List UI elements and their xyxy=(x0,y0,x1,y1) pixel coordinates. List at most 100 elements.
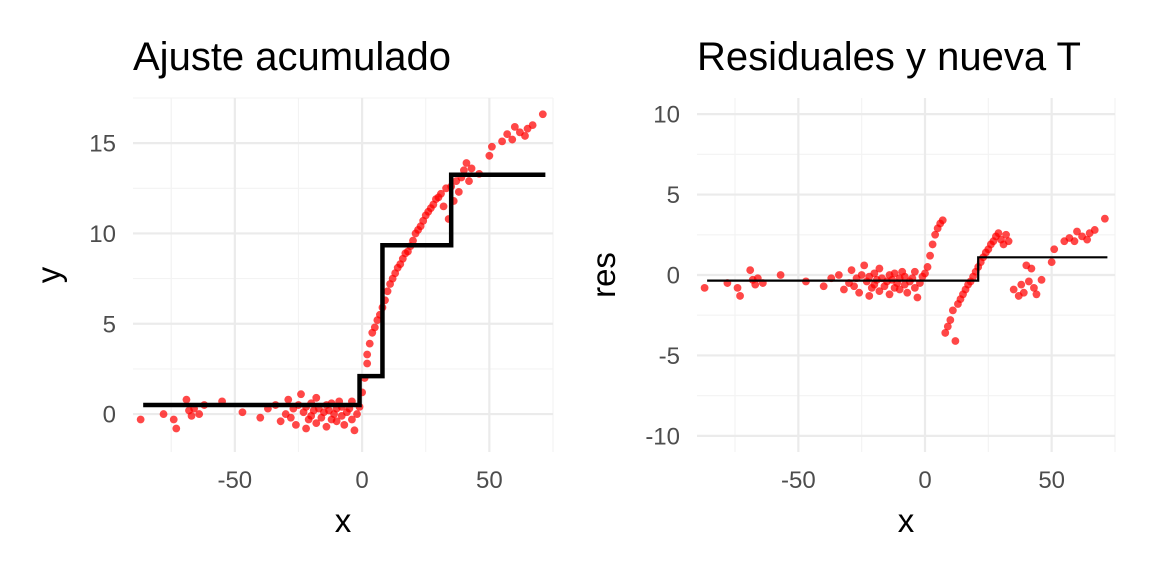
data-point xyxy=(1004,237,1013,246)
data-point xyxy=(875,264,884,273)
data-point xyxy=(870,269,879,278)
data-point xyxy=(409,236,417,245)
data-point xyxy=(1073,227,1081,236)
data-point xyxy=(238,408,247,417)
data-point xyxy=(284,395,293,404)
y-tick-label: 5 xyxy=(103,311,116,338)
data-point xyxy=(172,424,181,433)
data-point xyxy=(340,421,349,429)
data-point xyxy=(1090,226,1099,234)
data-point xyxy=(941,329,950,337)
data-point xyxy=(921,269,929,278)
x-tick-label: -50 xyxy=(781,467,816,494)
data-point xyxy=(948,306,957,315)
data-point xyxy=(751,280,760,289)
data-point xyxy=(923,263,932,271)
data-point xyxy=(1047,258,1056,267)
data-point xyxy=(312,419,321,428)
y-tick-label: 5 xyxy=(667,182,680,209)
data-point xyxy=(353,410,361,418)
data-point xyxy=(910,283,919,292)
data-points xyxy=(136,110,547,435)
data-point xyxy=(363,359,372,368)
data-point xyxy=(1019,288,1028,297)
x-axis-title: x xyxy=(898,502,915,539)
data-point xyxy=(900,272,909,281)
data-point xyxy=(946,316,955,324)
data-point xyxy=(454,188,463,196)
data-point xyxy=(498,137,506,146)
y-axis-title: y xyxy=(30,266,67,283)
data-point xyxy=(847,266,856,275)
data-point xyxy=(951,337,960,345)
data-point xyxy=(256,413,265,422)
data-point xyxy=(182,395,191,404)
data-point xyxy=(383,287,392,296)
data-point xyxy=(1030,283,1038,292)
data-point xyxy=(521,132,529,140)
data-point xyxy=(875,287,884,295)
y-tick-label: 0 xyxy=(103,402,116,429)
data-point xyxy=(465,177,473,185)
data-point xyxy=(1032,290,1041,299)
data-point xyxy=(485,151,494,160)
data-point xyxy=(860,261,869,270)
data-point xyxy=(286,413,295,422)
gridlines xyxy=(133,97,554,452)
data-point xyxy=(322,422,331,431)
x-tick-label: 0 xyxy=(355,467,368,494)
data-point xyxy=(292,421,300,429)
y-tick-label: 15 xyxy=(89,131,116,158)
data-point xyxy=(462,159,471,167)
x-tick-label: 0 xyxy=(918,467,931,494)
data-point xyxy=(332,417,341,426)
data-point xyxy=(363,350,372,359)
data-point xyxy=(890,269,899,278)
data-point xyxy=(746,266,755,275)
data-point xyxy=(931,230,940,239)
data-points xyxy=(700,214,1109,345)
data-point xyxy=(312,393,321,402)
y-tick-label: 0 xyxy=(667,263,680,290)
data-point xyxy=(1070,237,1079,246)
step-fit-line xyxy=(143,172,546,408)
data-point xyxy=(994,229,1003,238)
data-point xyxy=(943,322,952,331)
data-point xyxy=(1100,214,1109,223)
y-tick-label: 10 xyxy=(653,102,680,129)
data-point xyxy=(510,122,519,131)
x-tick-label: 50 xyxy=(1038,467,1065,494)
data-point xyxy=(1037,275,1046,284)
data-point xyxy=(195,410,204,418)
data-point xyxy=(348,415,356,424)
panel-title: Residuales y nueva T xyxy=(697,35,1081,79)
data-point xyxy=(159,410,168,418)
data-point xyxy=(1083,235,1092,244)
data-point xyxy=(297,390,305,399)
data-point xyxy=(928,240,937,249)
data-point xyxy=(834,271,843,279)
x-axis-title: x xyxy=(335,502,352,539)
data-point xyxy=(350,426,359,435)
data-point xyxy=(885,290,894,299)
data-point xyxy=(136,415,145,424)
data-point xyxy=(913,293,922,302)
panel-title: Ajuste acumulado xyxy=(133,35,451,79)
data-point xyxy=(538,110,547,119)
data-point xyxy=(1050,245,1059,254)
data-point xyxy=(840,285,848,294)
data-point xyxy=(857,271,866,279)
data-point xyxy=(1024,277,1033,286)
data-point xyxy=(439,202,448,211)
data-point xyxy=(1027,264,1036,273)
x-tick-label: -50 xyxy=(217,467,252,494)
data-point xyxy=(910,267,919,276)
data-point xyxy=(460,166,468,175)
data-point xyxy=(895,285,904,294)
y-tick-label: 10 xyxy=(89,221,116,248)
data-point xyxy=(1009,285,1018,294)
data-point xyxy=(855,288,864,297)
data-point xyxy=(733,283,742,292)
data-point xyxy=(302,424,310,433)
